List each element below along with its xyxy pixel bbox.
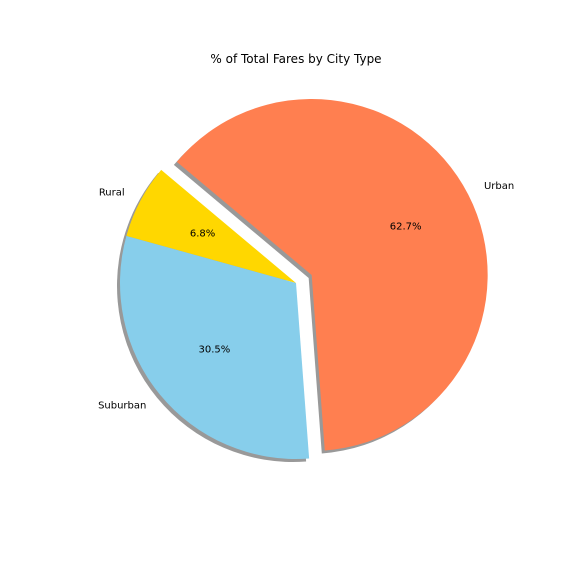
slice-label-suburban: Suburban — [98, 400, 146, 411]
chart-title: % of Total Fares by City Type — [210, 52, 381, 66]
slice-percent-rural: 6.8% — [190, 228, 215, 239]
pie-slices — [120, 98, 488, 460]
slice-percent-suburban: 30.5% — [198, 345, 230, 356]
slice-rural — [126, 169, 296, 283]
slice-label-rural: Rural — [99, 187, 125, 198]
slice-label-urban: Urban — [484, 181, 514, 192]
slice-urban — [176, 98, 488, 451]
slice-percent-urban: 62.7% — [390, 221, 422, 232]
pie-labels: Rural 6.8% Suburban 30.5% Urban 62.7% — [98, 181, 514, 411]
slice-suburban — [120, 235, 310, 460]
